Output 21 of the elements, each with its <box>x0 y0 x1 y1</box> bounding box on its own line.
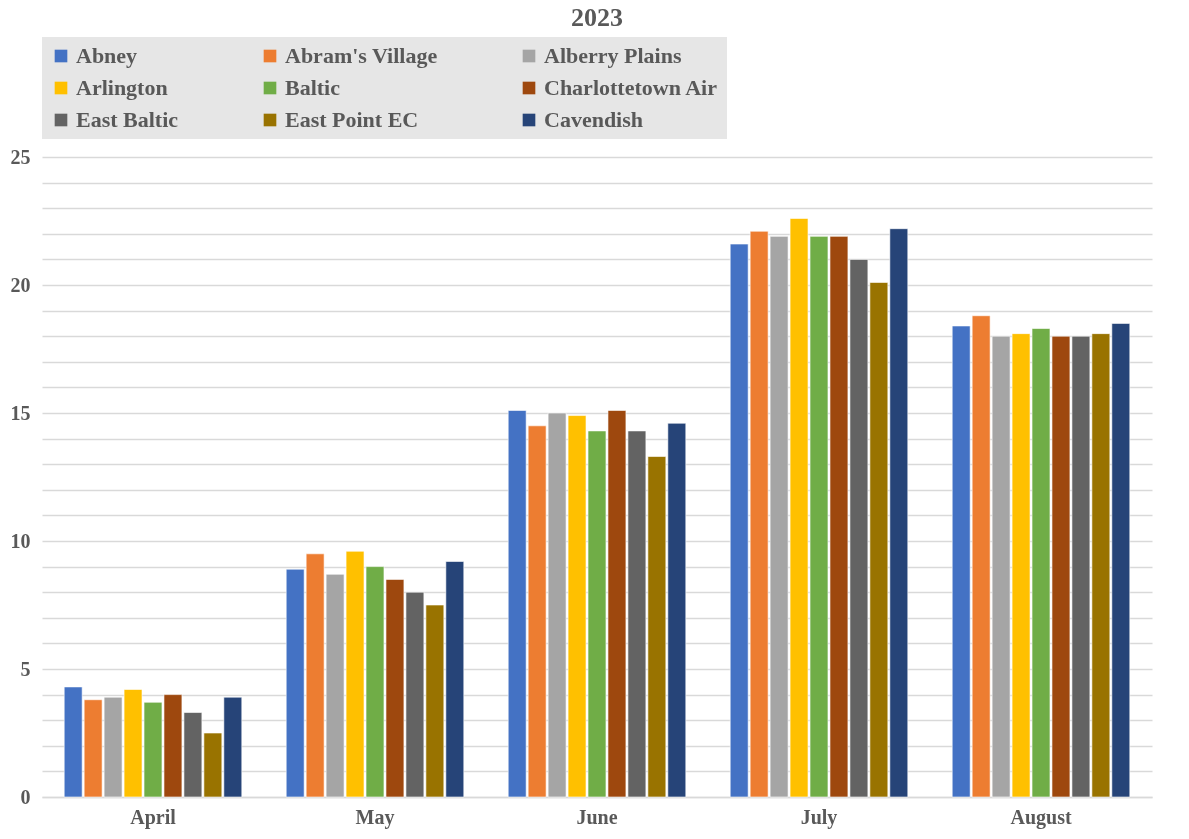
y-tick-label: 5 <box>20 657 31 680</box>
x-tick-label: June <box>576 805 618 828</box>
legend-label: Abney <box>76 43 138 68</box>
x-tick-label: August <box>1010 805 1072 829</box>
legend-label: Baltic <box>285 75 341 100</box>
x-tick-label: May <box>355 805 395 829</box>
y-tick-label: 20 <box>10 273 31 296</box>
legend-label: Arlington <box>76 75 168 100</box>
y-tick-label: 25 <box>10 145 31 168</box>
legend-label: Cavendish <box>544 107 644 132</box>
x-tick-label: April <box>130 805 177 829</box>
y-tick-label: 10 <box>10 529 31 552</box>
chart-title: 2023 <box>571 3 623 32</box>
legend-label: Alberry Plains <box>544 43 682 68</box>
legend-label: East Point EC <box>285 107 419 132</box>
y-tick-label: 0 <box>20 785 31 808</box>
legend-label: Abram's Village <box>285 43 438 68</box>
legend-label: East Baltic <box>76 107 179 132</box>
y-tick-label: 15 <box>10 401 31 424</box>
legend-label: Charlottetown Air <box>544 75 718 100</box>
x-tick-label: July <box>800 805 838 829</box>
